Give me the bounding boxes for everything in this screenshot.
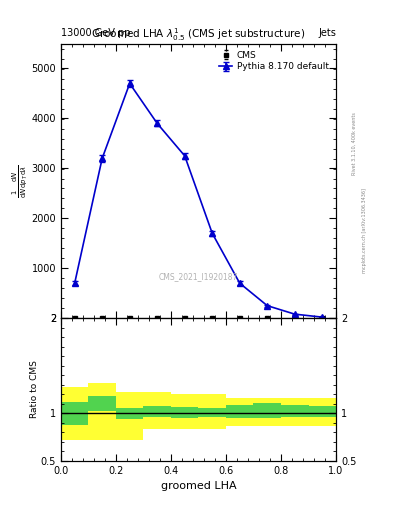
Text: Rivet 3.1.10, 400k events: Rivet 3.1.10, 400k events (352, 112, 357, 175)
Text: mcplots.cern.ch [arXiv:1306.3436]: mcplots.cern.ch [arXiv:1306.3436] (362, 188, 367, 273)
X-axis label: groomed LHA: groomed LHA (161, 481, 236, 491)
Y-axis label: $\frac{1}{\mathrm{d}N}\frac{\mathrm{d}N}{\mathrm{d}p_T\,\mathrm{d}\lambda}$: $\frac{1}{\mathrm{d}N}\frac{\mathrm{d}N}… (11, 164, 30, 198)
Text: Jets: Jets (318, 28, 336, 38)
Title: Groomed LHA $\lambda^{1}_{0.5}$ (CMS jet substructure): Groomed LHA $\lambda^{1}_{0.5}$ (CMS jet… (91, 26, 306, 43)
Legend: CMS, Pythia 8.170 default: CMS, Pythia 8.170 default (216, 48, 332, 74)
Text: 13000 GeV pp: 13000 GeV pp (61, 28, 130, 38)
Y-axis label: Ratio to CMS: Ratio to CMS (30, 360, 39, 418)
Text: CMS_2021_I1920187: CMS_2021_I1920187 (159, 272, 238, 282)
